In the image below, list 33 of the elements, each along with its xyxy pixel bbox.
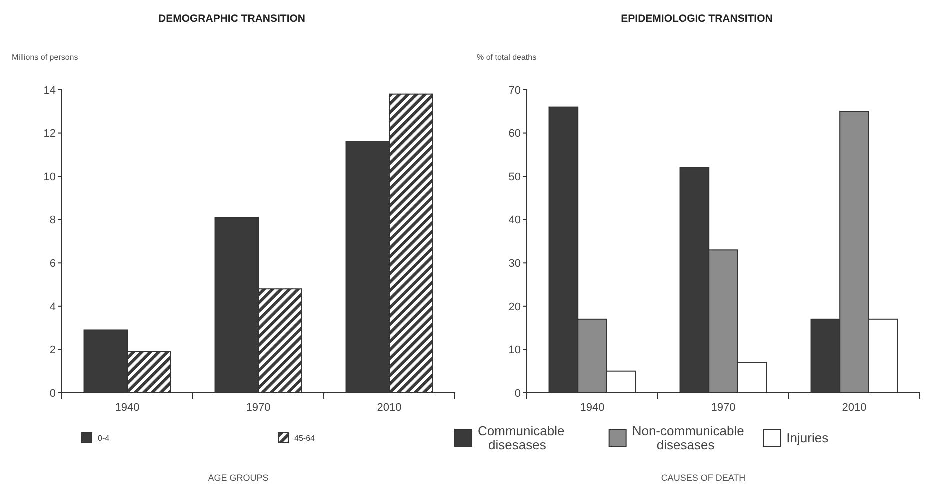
x-tick-label: 2010 (377, 402, 402, 414)
chart-title: DEMOGRAPHIC TRANSITION (158, 13, 306, 25)
y-tick-label: 6 (50, 258, 56, 270)
y-tick-label: 30 (508, 258, 521, 270)
y-axis-title: % of total deaths (477, 53, 537, 62)
y-tick-label: 10 (44, 171, 56, 184)
y-tick-label: 2 (50, 344, 56, 357)
legend-label: 0-4 (98, 434, 110, 443)
legend-label: Non-communicable disesases (632, 423, 744, 453)
x-tick-label: 1970 (711, 402, 736, 414)
y-tick-label: 70 (508, 84, 521, 97)
y-tick-label: 20 (508, 301, 521, 314)
legend-label: 45-64 (294, 434, 316, 443)
y-tick-label: 12 (44, 128, 56, 140)
y-tick-label: 10 (508, 344, 521, 357)
x-tick-label: 1970 (246, 402, 271, 414)
x-tick-label: 1940 (580, 402, 605, 414)
legend-label: Injuries (786, 430, 830, 446)
x-tick-label: 1940 (115, 402, 140, 414)
y-axis-title: Millions of persons (12, 53, 78, 62)
legend-label: Communicable disesases (478, 423, 565, 453)
y-tick-label: 60 (508, 128, 521, 140)
y-tick-label: 4 (50, 301, 56, 314)
y-tick-label: 50 (508, 171, 521, 184)
y-tick-label: 40 (508, 214, 521, 227)
y-tick-label: 0 (50, 388, 56, 400)
y-tick-label: 0 (514, 388, 521, 400)
y-tick-label: 14 (44, 84, 56, 97)
y-tick-label: 8 (50, 214, 56, 227)
chart-title: EPIDEMIOLOGIC TRANSITION (621, 13, 773, 25)
x-axis-title: AGE GROUPS (208, 473, 269, 483)
x-tick-label: 2010 (842, 402, 867, 414)
x-axis-title: CAUSES OF DEATH (661, 473, 746, 483)
